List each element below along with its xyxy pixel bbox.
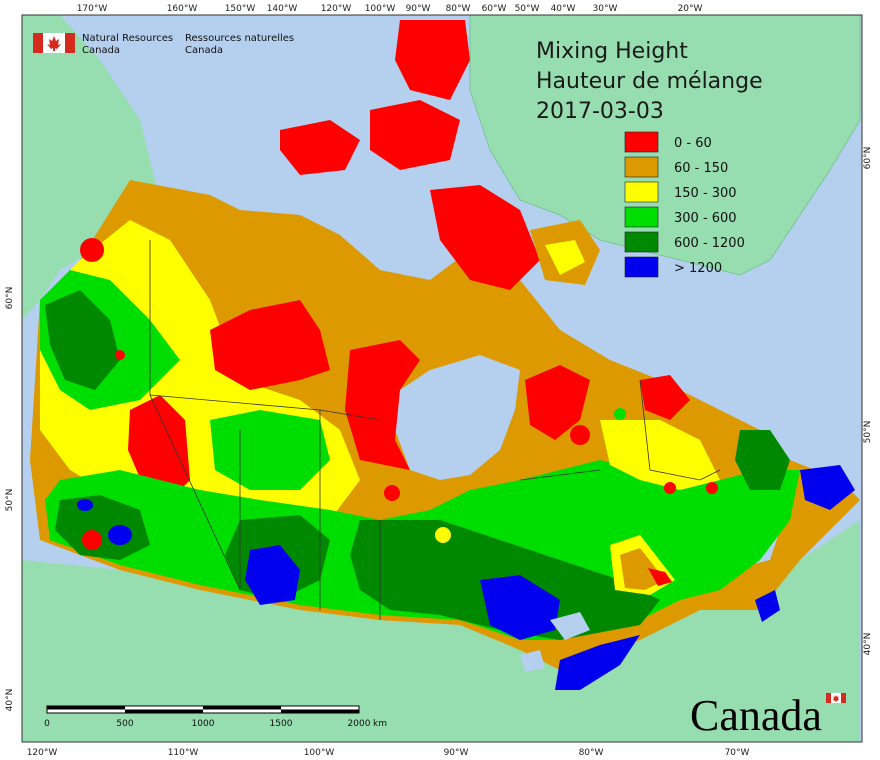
scale-tick-label: 1000 [192,719,215,729]
top-lon-label: 140°W [267,4,298,14]
legend-item: > 1200 [624,256,722,278]
scale-tick-label: 500 [116,719,133,729]
scale-tick-label: 1500 [270,719,293,729]
legend-item: 150 - 300 [624,181,737,203]
legend-item: 600 - 1200 [624,231,745,253]
top-lon-label: 160°W [167,4,198,14]
great-lakes [520,612,590,672]
top-lon-label: 20°W [678,4,703,14]
legend-swatch [624,156,659,178]
org-name-en-1: Natural Resources [82,33,173,44]
alaska [22,15,160,320]
top-lon-label: 80°W [446,4,471,14]
org-name-fr-1: Ressources naturelles [185,33,294,44]
graticule-top-labels: 170°W 160°W 150°W 140°W 120°W 100°W 90°W… [77,4,703,14]
title-english: Mixing Height [536,39,688,64]
hudson-bay [395,355,520,480]
canada-flag-icon [33,33,75,53]
legend-item: 60 - 150 [624,156,728,178]
left-lat-label: 50°N [5,489,15,512]
wordmark-flag-icon [826,693,846,703]
top-lon-label: 50°W [515,4,540,14]
org-name-fr-2: Canada [185,45,223,56]
title-french: Hauteur de mélange [536,69,763,94]
legend-item: 0 - 60 [624,131,712,153]
legend-swatch [624,131,659,153]
nrcan-signature: Natural Resources Canada Ressources natu… [33,33,294,56]
legend: 0 - 60 60 - 150 150 - 300 300 - 600 600 - 12… [624,131,745,278]
top-lon-label: 30°W [593,4,618,14]
top-lon-label: 40°W [551,4,576,14]
legend-swatch [624,206,659,228]
greenland [469,14,861,276]
bottom-lon-label: 110°W [168,748,199,758]
left-lat-label: 40°N [5,689,15,712]
bottom-lon-label: 80°W [579,748,604,758]
provincial-borders [149,240,721,620]
right-lat-label: 60°N [863,147,873,170]
top-lon-label: 150°W [225,4,256,14]
right-lat-label: 40°N [863,633,873,656]
bottom-lon-label: 100°W [304,748,335,758]
map-border [21,14,863,743]
scale-bar: 0 500 1000 1500 2000 km [44,705,387,729]
bottom-lon-label: 70°W [725,748,750,758]
top-lon-label: 60°W [482,4,507,14]
map-title: Mixing Height Hauteur de mélange 2017-03… [536,39,763,124]
top-lon-label: 100°W [365,4,396,14]
top-lon-label: 120°W [321,4,352,14]
legend-label: 150 - 300 [674,186,737,201]
arctic-islands [280,20,600,290]
graticule-left-labels: 60°N 50°N 40°N [5,287,15,712]
legend-item: 300 - 600 [624,206,737,228]
graticule-right-labels: 60°N 50°N 40°N [863,147,873,656]
scale-tick-label: 0 [44,719,50,729]
scale-tick-label: 2000 [348,719,371,729]
graticule-bottom-labels: 120°W 110°W 100°W 90°W 80°W 70°W [27,748,750,758]
canada-wordmark: Canada [690,691,846,740]
legend-label: 300 - 600 [674,211,737,226]
legend-label: 600 - 1200 [674,236,745,251]
legend-label: > 1200 [674,261,722,276]
right-lat-label: 50°N [863,421,873,444]
top-lon-label: 170°W [77,4,108,14]
left-lat-label: 60°N [5,287,15,310]
wordmark-text: Canada [690,691,822,740]
legend-swatch [624,256,659,278]
usa [22,520,860,742]
legend-label: 60 - 150 [674,161,728,176]
bottom-lon-label: 120°W [27,748,58,758]
legend-swatch [624,181,659,203]
title-date: 2017-03-03 [536,99,664,124]
legend-swatch [624,231,659,253]
scale-unit: km [373,719,387,729]
legend-label: 0 - 60 [674,136,712,151]
org-name-en-2: Canada [82,45,120,56]
top-lon-label: 90°W [406,4,431,14]
bottom-lon-label: 90°W [444,748,469,758]
